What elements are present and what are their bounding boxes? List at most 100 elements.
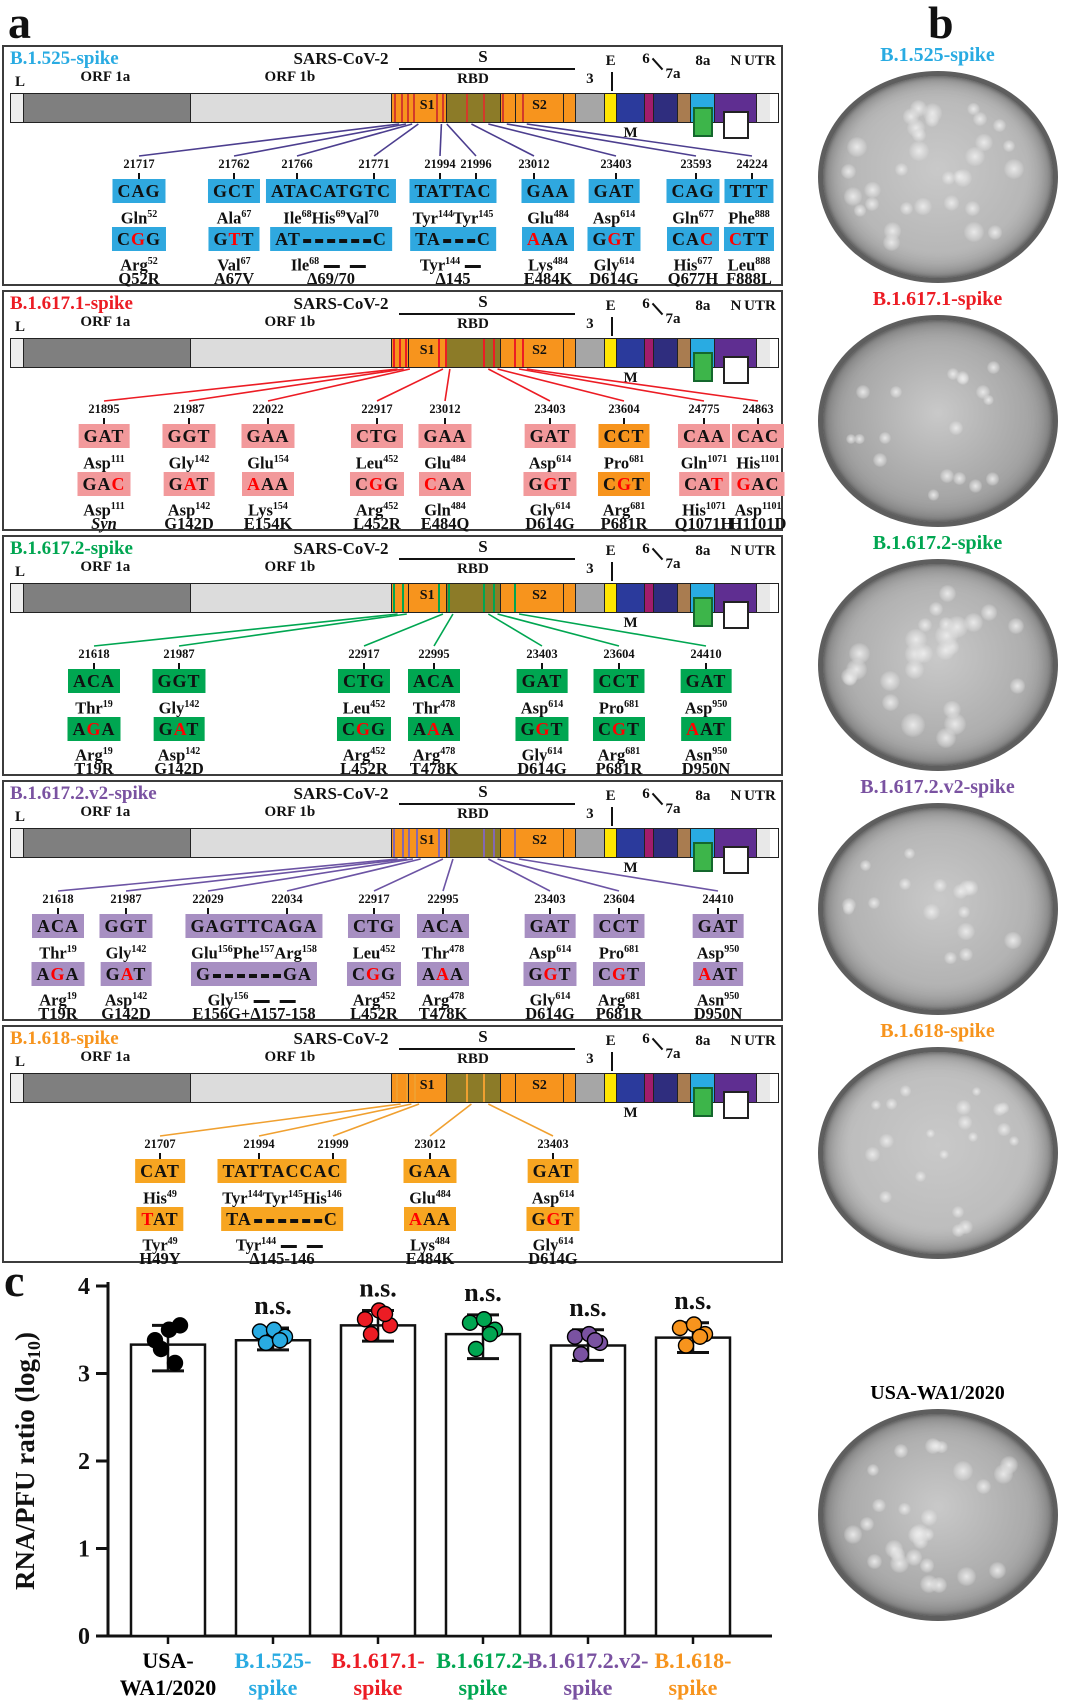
- x-category-label: B.1.617.1-: [331, 1648, 425, 1673]
- residue-name: Asp: [167, 500, 196, 520]
- x-category-label: spike: [354, 1675, 403, 1700]
- nucleotide-letter: G: [130, 229, 146, 249]
- mutation-site-tick: [413, 94, 416, 122]
- nucleotide-letter: C: [598, 916, 613, 936]
- nucleotide-letter: A: [274, 916, 289, 936]
- position-tick: [549, 908, 551, 914]
- nucleotide-letter: A: [275, 229, 288, 249]
- nucleotide-letter: T: [259, 1161, 272, 1181]
- nucleotide-letter: C: [377, 181, 392, 201]
- connector-line: [487, 368, 551, 402]
- mutant-amino-acid: Asp142: [158, 742, 201, 766]
- genome-segment-s_b: [499, 584, 515, 612]
- position-tick: [138, 173, 140, 179]
- nucleotide-letter: C: [260, 916, 275, 936]
- nucleotide-letter: T: [558, 474, 572, 494]
- mutant-codon: AAT: [693, 962, 743, 986]
- dish-label: B.1.617.2-spike: [872, 532, 1003, 554]
- orf8a-green-box: [692, 352, 713, 382]
- position-label: 23403: [526, 647, 558, 661]
- sars-cov-2-label: SARS-CoV-2: [293, 784, 389, 803]
- nucleotide-letter: G: [182, 426, 198, 446]
- genome-segment-orf1b: [189, 1074, 391, 1102]
- ns-label: n.s.: [674, 1286, 712, 1315]
- s-gene-span-line: [398, 558, 576, 560]
- deleted-residue-dash: [281, 1244, 298, 1249]
- plaque-spot: [882, 693, 899, 711]
- mutation-name: D614G: [525, 1004, 575, 1023]
- nucleotide-letter: G: [105, 964, 121, 984]
- connector-line: [439, 123, 443, 157]
- nucleotide-letter: T: [366, 916, 380, 936]
- ns-label: n.s.: [569, 1293, 607, 1322]
- utr-label: UTR: [744, 1033, 776, 1049]
- wt-codon: GAT: [680, 669, 732, 693]
- variant-title: B.1.617.1-spike: [10, 293, 133, 314]
- residue-name: Asp: [520, 698, 549, 718]
- genome-segment-rbd: [445, 584, 500, 612]
- nucleotide-letter: A: [73, 671, 87, 691]
- chart-bar: [339, 1324, 417, 1638]
- residue-number: 888: [755, 256, 771, 267]
- mutant-codon: CAA: [419, 472, 471, 496]
- nucleotide-letter: G: [535, 719, 551, 739]
- plaque-spot: [956, 1100, 971, 1115]
- plaque-spot: [943, 195, 960, 211]
- plaque-spot: [883, 233, 901, 252]
- residue-number: 154: [273, 454, 289, 465]
- residue-name: Thr: [412, 698, 441, 718]
- residue-number: 677: [698, 209, 714, 220]
- position-tick: [439, 173, 441, 179]
- genome-segment-utr: [755, 829, 771, 857]
- data-point: [362, 1325, 380, 1343]
- nucleotide-letter: A: [131, 181, 146, 201]
- residue-name: Asp: [83, 453, 111, 473]
- e-gene-label: E: [605, 788, 616, 804]
- data-point: [677, 1337, 695, 1354]
- petri-dish-image: [817, 315, 1058, 527]
- nucleotide-letter: T: [166, 1161, 180, 1181]
- nucleotide-letter: A: [547, 1161, 561, 1181]
- wt-amino-acid: Thr478: [422, 940, 465, 964]
- nucleotide-letter: G: [593, 181, 609, 201]
- nucleotide-letter: C: [424, 474, 438, 494]
- nucleotide-letter: T: [287, 229, 301, 249]
- data-point: [166, 1354, 184, 1372]
- nucleotide-letter: A: [101, 719, 116, 739]
- genome-bar: S1 S2: [10, 828, 779, 858]
- genome-segment-utr: [755, 94, 771, 122]
- position-label: 23604: [608, 402, 640, 416]
- mutation-site-tick: [394, 94, 397, 122]
- nucleotide-letter: G: [521, 671, 537, 691]
- nucleotide-letter: G: [736, 474, 752, 494]
- plaque-spot: [899, 1085, 912, 1098]
- nucleotide-letter: T: [631, 426, 645, 446]
- residue-number: 681: [630, 501, 646, 512]
- position-label: 23403: [534, 892, 566, 906]
- nucleotide-letter: C: [684, 474, 699, 494]
- residue-number: 1071: [705, 501, 726, 512]
- position-tick: [552, 1153, 554, 1159]
- nucleotide-letter: G: [526, 181, 542, 201]
- wt-amino-acid: Gly142: [169, 450, 210, 474]
- nucleotide-letter: A: [183, 474, 197, 494]
- residue-number: 478: [449, 944, 465, 955]
- nucleotide-letter: G: [546, 1209, 562, 1229]
- position-tick: [751, 173, 753, 179]
- wt-amino-acid: His1101: [736, 450, 779, 474]
- nucleotide-letter: A: [751, 426, 765, 446]
- mutant-amino-acid: Lys484: [528, 252, 568, 276]
- position-label: 22917: [361, 402, 393, 416]
- nucleotide-letter: G: [146, 229, 162, 249]
- position-label: 23403: [534, 402, 566, 416]
- plaque-spot: [1010, 678, 1026, 694]
- deleted-nucleotide-dash: [302, 238, 311, 243]
- mutant-codon: GAT: [100, 962, 152, 986]
- mutant-amino-acid: Arg478: [422, 987, 465, 1011]
- nucleotide-letter: C: [765, 426, 779, 446]
- wt-codon: CCT: [593, 669, 645, 693]
- sars-cov-2-label: SARS-CoV-2: [293, 539, 389, 558]
- deleted-nucleotide-dash: [338, 238, 347, 243]
- position-label: 23403: [537, 1137, 569, 1151]
- deleted-residue-dash: [253, 999, 270, 1004]
